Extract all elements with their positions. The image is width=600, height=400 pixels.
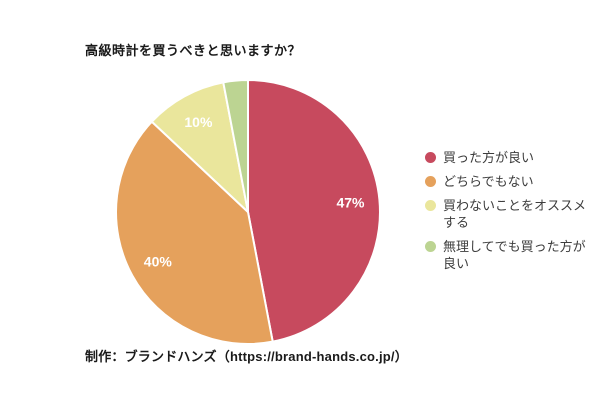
chart-legend: 買った方が良い どちらでもない買わないことをオススメする 無理してでも買った方が良い: [425, 149, 597, 272]
slice-percentage-label: 10%: [184, 114, 213, 130]
legend-item: 買わないことをオススメする: [425, 197, 597, 231]
legend-marker-icon: [425, 176, 436, 187]
legend-item-label: 無理してでも買った方が良い: [443, 239, 586, 271]
legend-item-label: 買わないことをオススメする: [443, 198, 587, 230]
slice-percentage-label: 47%: [336, 194, 365, 210]
pie-slice-3: [150, 81, 249, 213]
legend-marker-icon: [425, 152, 436, 163]
legend-item: どちらでもない: [425, 173, 597, 190]
slice-percentage-label: 40%: [144, 254, 173, 270]
legend-item-label: どちらでもない: [443, 174, 534, 189]
pie-slice-2: [115, 120, 274, 345]
legend-marker-icon: [425, 241, 436, 252]
pie-slice-1: [247, 79, 381, 343]
legend-item-label: 買った方が良い: [443, 150, 535, 165]
pie-slice-4: [222, 79, 249, 213]
legend-item: 無理してでも買った方が良い: [425, 238, 597, 272]
credit-caption: 制作：ブランドハンズ（https://brand-hands.co.jp/）: [85, 349, 408, 364]
legend-item: 買った方が良い: [425, 149, 597, 166]
legend-marker-icon: [425, 200, 436, 211]
chart-title: 高級時計を買うべきと思いますか？: [85, 43, 302, 58]
